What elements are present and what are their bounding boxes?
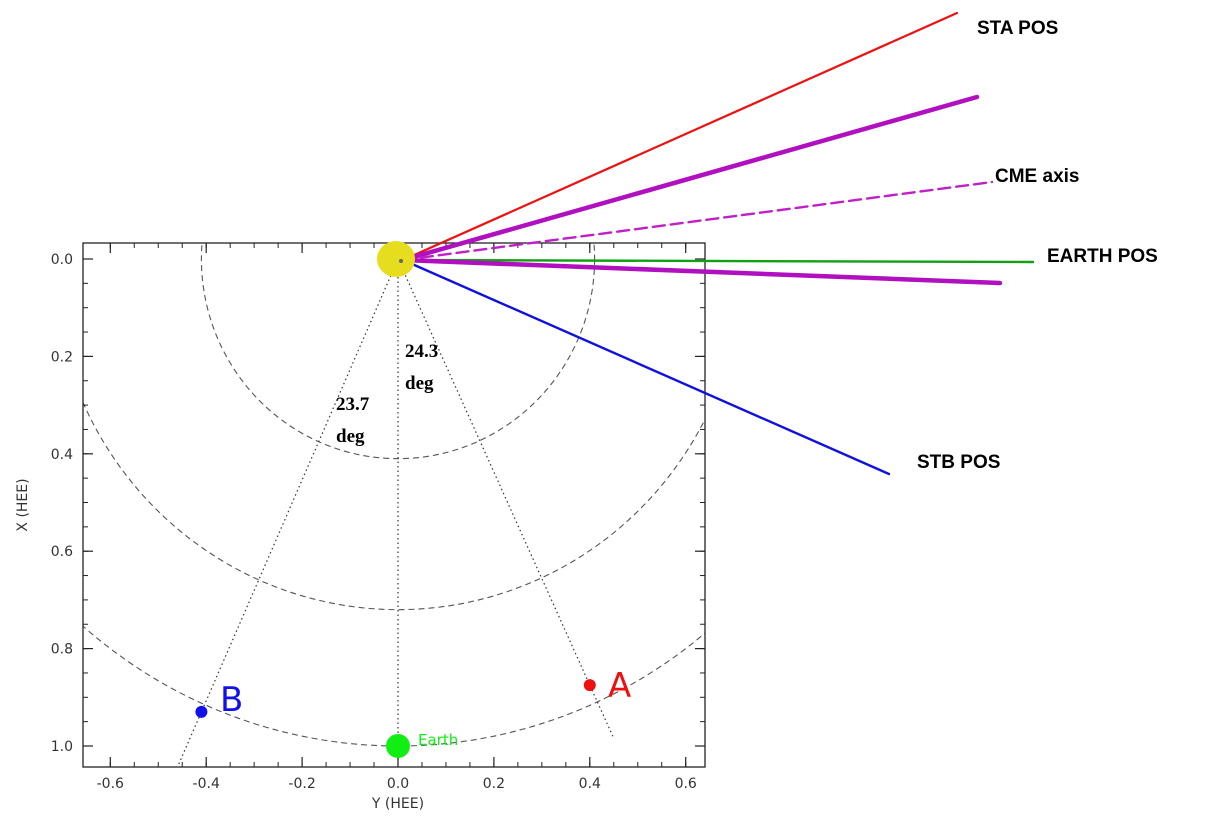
orbit-circle-2 [83,625,705,747]
sight-line-to-A [397,258,614,737]
label-earth-pos: EARTH POS [1047,246,1158,267]
marker-a [583,679,596,692]
label-sta-pos: STA POS [977,18,1058,39]
direction-line-sta-pos [401,11,959,262]
direction-line-cme-edge-1 [400,94,980,263]
label-body-earth: Earth [418,731,458,749]
y-axis-title: X (HEE) [15,478,31,531]
x-tick-label: 0.2 [483,776,505,792]
x-tick-label: -0.6 [97,776,124,792]
marker-earth [386,734,410,758]
sun-center-dot [399,259,403,263]
body-markers [195,241,596,758]
label-stb-pos: STB POS [917,452,1000,473]
annotation-labels: STA POS CME axis EARTH POS STB POS 23.7 deg 24… [220,18,1158,749]
y-tick-label: 0.4 [51,447,73,463]
label-body-a: A [608,666,631,706]
y-tick-label: 0.6 [51,544,73,560]
axis-ticks: -0.6 -0.4 -0.2 0.0 0.2 0.4 0.6 0.0 0.2 0.4 0.6 0.8 1… [51,243,705,792]
angle-a-value: 24.3 [405,341,438,362]
y-tick-label: 0.2 [51,349,73,365]
y-tick-label: 0.0 [51,252,73,268]
angle-a-unit: deg [405,373,434,394]
x-tick-label: -0.2 [288,776,315,792]
x-tick-label: 0.4 [579,776,601,792]
x-tick-label: 0.0 [387,776,409,792]
sight-lines [177,258,614,767]
marker-b [195,705,208,718]
orbit-circles [83,243,705,747]
x-tick-label: -0.4 [193,776,220,792]
angle-b-value: 23.7 [336,394,370,415]
label-body-b: B [220,680,243,720]
sight-line-to-B [177,258,399,767]
direction-line-cme-axis [401,180,994,262]
plot-area [83,243,705,767]
x-axis-title: Y (HEE) [371,796,424,812]
sun-marker [377,241,415,277]
direction-lines [400,11,1035,476]
direction-line-cme-edge-2 [400,257,1003,286]
direction-line-earth-pos [401,258,1035,264]
direction-line-stb-pos [401,258,891,476]
orbit-circle-0 [200,243,596,460]
x-tick-label: 0.6 [675,776,697,792]
angle-b-unit: deg [336,426,365,447]
label-cme-axis: CME axis [995,166,1079,187]
y-tick-label: 0.8 [51,642,73,658]
y-tick-label: 1.0 [51,739,73,755]
